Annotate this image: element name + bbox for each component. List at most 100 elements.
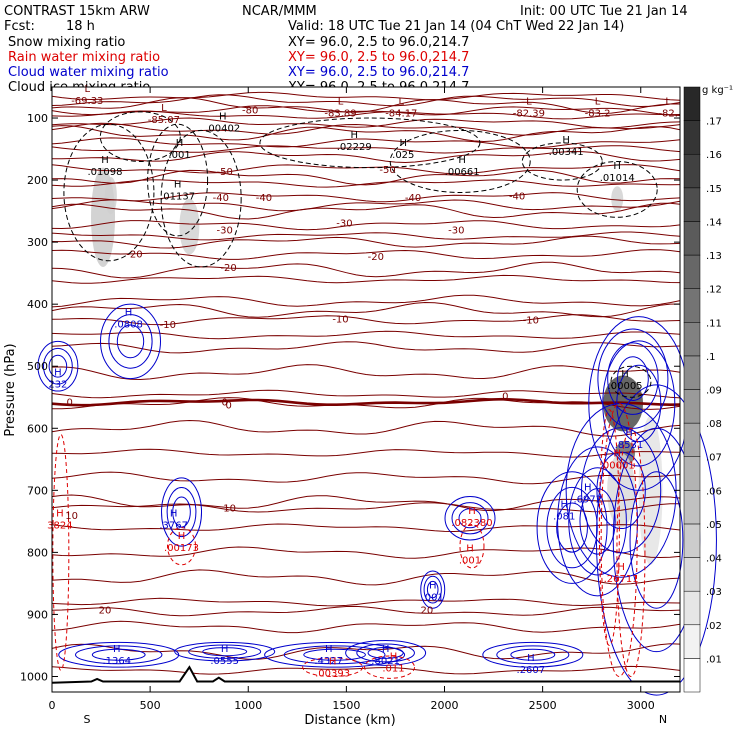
legend-label: Rain water mixing ratio [8,50,160,65]
extremum-marker: L [161,103,167,114]
colorbar-tick-label: .05 [706,520,722,531]
extremum-marker: H [466,543,474,554]
y-tick-label: 200 [27,174,48,187]
cloud-ice-contour [63,123,155,262]
extremum-value: -85.07 [148,115,180,126]
x-tick-label: 0 [49,699,56,712]
colorbar-tick-label: .16 [706,150,722,161]
isotherm-line [51,199,681,212]
extremum-marker: H [329,656,337,667]
cloud-water-contour [556,502,588,553]
colorbar-tick-label: .1 [706,352,716,363]
extremum-marker: H [621,369,629,380]
isotherm-labels: -80 -50 -50 -40 -40 -40 -30 -30 -30 -40 -20 -20 -20 -… [65,105,539,616]
extremum-value: 232 [48,380,67,391]
cloud-water-contour [367,646,404,659]
rain-water-contour [364,655,416,679]
y-tick-label: 300 [27,236,48,249]
valid-time: Valid: 18 UTC Tue 21 Jan 14 (04 ChT Wed … [288,19,624,34]
legend-xy: XY= 96.0, 2.5 to 96.0,214.7 [288,65,469,80]
x-end-label-north: N [659,713,667,726]
extremum-marker: H [325,644,333,655]
colorbar-tick-label: .04 [706,554,722,565]
extremum-value: .082380 [451,518,492,529]
colorbar-tick-label: .14 [706,217,722,228]
shading-blob [104,176,117,215]
colorbar-tick-label: .02 [706,621,722,632]
extremum-value: .001 [168,150,190,161]
isotherm-label: -30 [336,218,352,229]
isotherm-label: -50 [379,165,395,176]
plot-frame [51,86,681,693]
isotherm-label: -40 [405,193,421,204]
colorbar-tick-label: .13 [706,251,722,262]
extremum-value: .00173 [164,543,199,554]
extremum-marker: H [617,562,625,573]
isotherm-label: 10 [223,504,236,515]
shading-blob [179,198,200,255]
isotherm-label: -40 [256,193,272,204]
isotherm-line [51,471,681,485]
cloud-water-contour [161,477,203,547]
isotherm-line [51,448,681,458]
cloud-ice-contour [521,142,603,181]
extremum-marker: L [399,97,405,108]
isotherm-label: -80 [242,105,258,116]
colorbar-bin [683,254,701,289]
extremum-value: -69.33 [71,96,103,107]
plot-area [52,87,680,692]
rain-water-contour [459,523,485,569]
isotherm-line [51,122,681,136]
colorbar-tick-label: .09 [706,386,722,397]
isotherm-line [51,235,681,249]
extremum-marker: H [527,653,535,664]
extremum-value: .01014 [600,173,635,184]
extremum-value: .6972 [573,495,602,506]
x-tick-label: 1500 [332,699,360,712]
y-tick-label: 900 [27,608,48,621]
isotherm-line [51,597,681,607]
legend-label: Cloud water mixing ratio [8,65,169,80]
isotherm-line [51,179,681,188]
cloud-water-contour [426,580,439,599]
extremum-value: .00402 [205,123,240,134]
y-tick-label: 100 [27,112,48,125]
cloud-water-contour [356,643,415,663]
legend-xy: XY= 96.0, 2.5 to 96.0,214.7 [288,35,469,50]
isotherm-line [51,419,681,437]
extremum-value: .001 [422,593,444,604]
cloud-water-contour [423,575,442,604]
extremum-value: -83.89 [324,109,356,120]
y-tick-label: 700 [27,484,48,497]
isotherm-label: 0 [502,391,508,402]
isotherm-label: -20 [368,252,384,263]
isotherm-label: -40 [509,192,525,203]
cloud-ice-contour [160,129,242,268]
isotherm-line [51,330,681,340]
colorbar-bin [683,658,701,693]
colorbar-bin [683,355,701,390]
extremum-value: -82.39 [513,109,545,120]
extremum-marker: L [338,97,344,108]
extremum-value: .00393 [315,668,350,679]
isotherm-label: 10 [65,511,78,522]
colorbar-tick-label: .01 [706,654,722,665]
cloud-water-contour [451,502,489,535]
colorbar-bin [683,523,701,558]
x-tick-label: 1000 [234,699,262,712]
extremum-value: 3824 [47,521,72,532]
cloud-water-contour [617,356,649,401]
isotherm-line [51,389,681,399]
extremum-marker: H [458,155,466,166]
colorbar-tick-label: .08 [706,419,722,430]
colorbar-bin [683,288,701,323]
isotherm-line [51,605,681,617]
extremum-marker: H [625,428,633,439]
isotherm-line [51,261,681,279]
extremum-value: .4327 [314,656,343,667]
cloud-water-contour [264,641,406,668]
extremum-marker: L [85,84,91,95]
y-tick-label: 600 [27,422,48,435]
extremum-value: -82. [658,109,678,120]
